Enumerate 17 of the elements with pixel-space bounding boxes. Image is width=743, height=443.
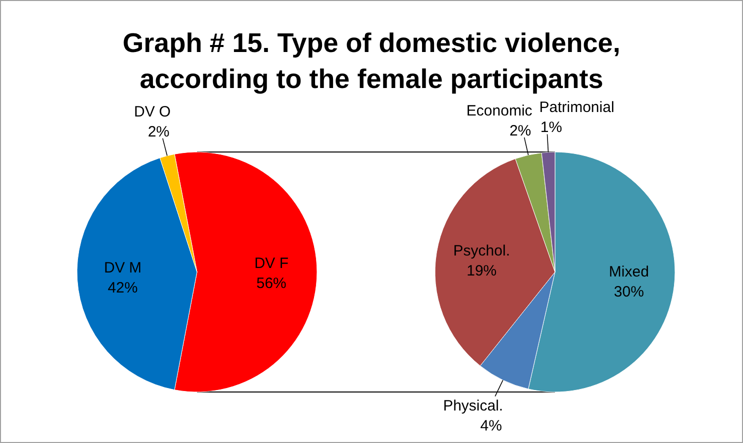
data-label: 56% xyxy=(256,275,286,292)
slice-label: Mixed xyxy=(608,263,649,280)
data-label: 30% xyxy=(614,283,644,300)
slice-label: Psychol. xyxy=(453,242,510,260)
slice-label: Economic xyxy=(466,102,533,120)
data-label: 2% xyxy=(148,123,170,140)
data-label: 42% xyxy=(108,280,138,297)
slice-label: DV M xyxy=(104,260,142,277)
data-label: 2% xyxy=(509,122,532,140)
data-label: 1% xyxy=(540,119,562,136)
slice-label: DV O xyxy=(134,103,171,120)
data-label: 19% xyxy=(466,262,497,280)
data-label: 4% xyxy=(480,417,502,434)
slice-label: Patrimonial xyxy=(539,99,614,116)
slice-label: DV F xyxy=(254,255,288,272)
slice-label: Physical. xyxy=(443,397,504,414)
text: Graph # 15. Type of domestic violence, according to the female participants xyxy=(122,28,620,94)
